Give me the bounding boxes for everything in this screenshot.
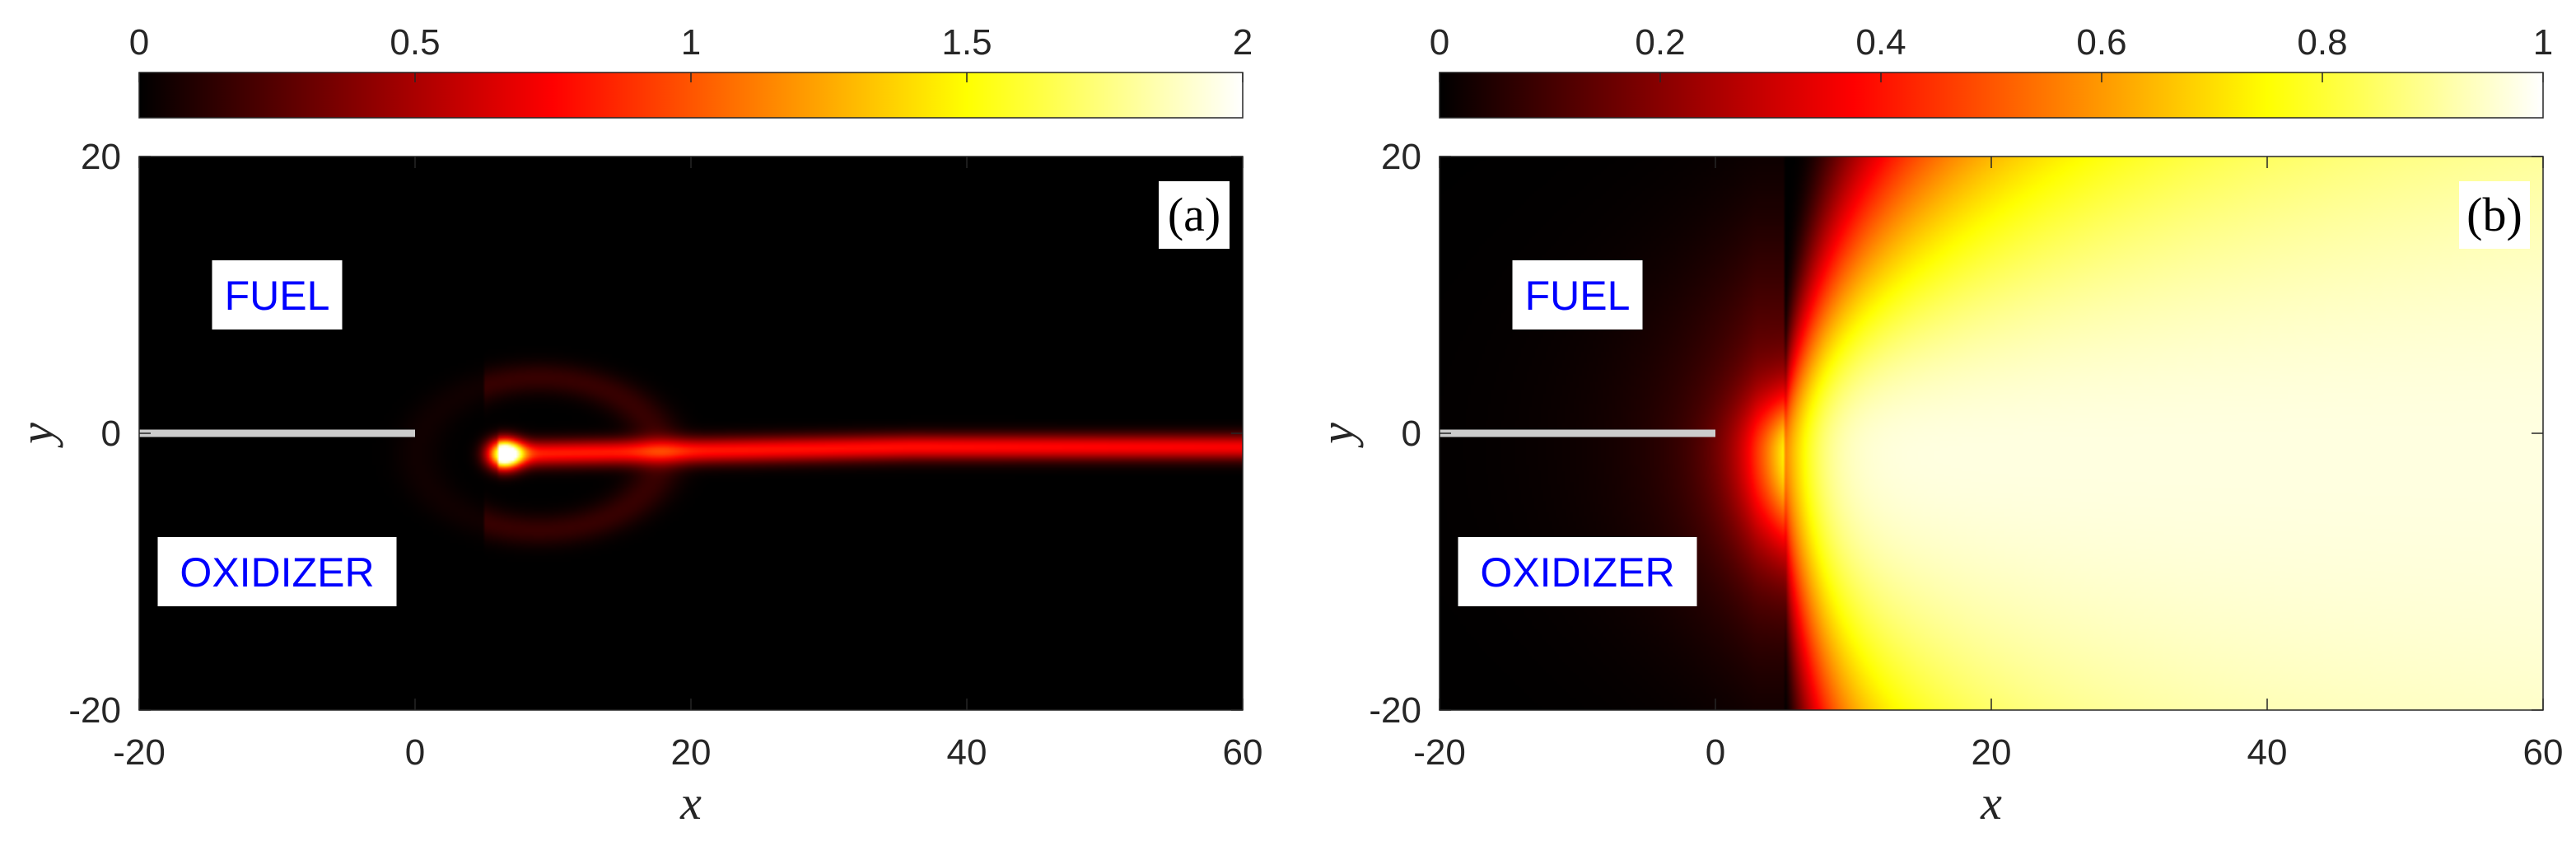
colorbar-tick-label: 0.8 bbox=[2297, 22, 2347, 63]
annotation-text: FUEL bbox=[1525, 273, 1631, 319]
panel-label-box bbox=[1159, 181, 1230, 249]
annotation-oxidizer-b: OXIDIZER bbox=[1458, 537, 1697, 606]
panel-label-a: (a) bbox=[1159, 181, 1230, 249]
x-tick-label: 40 bbox=[947, 732, 987, 773]
annotation-fuel-a: FUEL bbox=[212, 260, 343, 330]
y-tick-label: 20 bbox=[81, 137, 121, 177]
x-tick-label: 20 bbox=[671, 732, 712, 773]
x-tick-label: -20 bbox=[1413, 732, 1466, 773]
colorbar-tick-label: 1 bbox=[681, 22, 701, 63]
y-tick-label: 0 bbox=[101, 414, 121, 454]
x-tick-label: 40 bbox=[2247, 732, 2288, 773]
colorbar-tick-label: 1 bbox=[2533, 22, 2553, 63]
panel-label-b: (b) bbox=[2459, 181, 2530, 249]
x-tick-label: 0 bbox=[405, 732, 425, 773]
colorbar-tick-label: 1.5 bbox=[941, 22, 992, 63]
annotation-box bbox=[1458, 537, 1697, 606]
colorbar-tick-label: 0 bbox=[1430, 22, 1449, 63]
colorbar-tick-label: 2 bbox=[1233, 22, 1253, 63]
annotation-text: FUEL bbox=[225, 273, 330, 319]
x-tick-label: -20 bbox=[113, 732, 166, 773]
panel-label-box bbox=[2459, 181, 2530, 249]
x-tick-label: 0 bbox=[1706, 732, 1725, 773]
y-tick-label: -20 bbox=[68, 690, 121, 731]
colorbar-tick-label: 0 bbox=[129, 22, 149, 63]
colorbar-tick-label: 0.5 bbox=[390, 22, 440, 63]
annotation-fuel-b: FUEL bbox=[1512, 260, 1643, 330]
colorbar-tick-label: 0.2 bbox=[1635, 22, 1685, 63]
y-axis-label: y bbox=[10, 423, 63, 448]
y-tick-label: 0 bbox=[1402, 414, 1421, 454]
panel-label-text: (b) bbox=[2466, 188, 2522, 241]
panel-label-text: (a) bbox=[1168, 188, 1220, 241]
colorbar-tick-label: 0.6 bbox=[2076, 22, 2126, 63]
x-tick-label: 20 bbox=[1972, 732, 2012, 773]
annotation-box bbox=[1512, 260, 1643, 330]
colorbar-b bbox=[1439, 72, 2544, 119]
annotation-box bbox=[212, 260, 343, 330]
y-axis-label: y bbox=[1310, 423, 1364, 448]
annotation-box bbox=[157, 537, 397, 606]
annotation-text: OXIDIZER bbox=[180, 549, 374, 596]
x-tick-label: 60 bbox=[2523, 732, 2564, 773]
x-tick-label: 60 bbox=[1223, 732, 1263, 773]
x-axis-label: x bbox=[679, 776, 702, 830]
y-tick-label: 20 bbox=[1381, 137, 1421, 177]
annotation-oxidizer-a: OXIDIZER bbox=[157, 537, 397, 606]
x-axis-label: x bbox=[1980, 776, 2002, 830]
colorbar-tick-label: 0.4 bbox=[1855, 22, 1906, 63]
annotation-text: OXIDIZER bbox=[1480, 549, 1674, 596]
y-tick-label: -20 bbox=[1369, 690, 1421, 731]
